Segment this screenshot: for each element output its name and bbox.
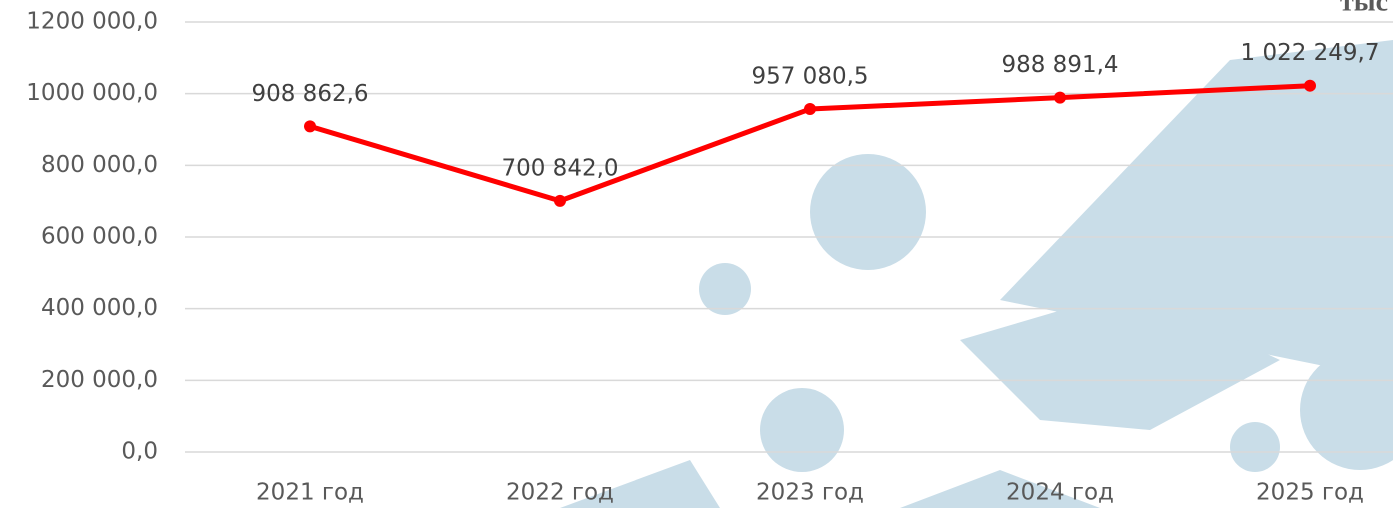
y-tick-label: 400 000,0: [41, 295, 158, 321]
data-point: [1304, 79, 1316, 92]
data-point: [1054, 91, 1066, 104]
x-tick-label: 2024 год: [1006, 480, 1114, 506]
data-point: [804, 103, 816, 116]
y-tick-label: 800 000,0: [41, 152, 158, 178]
y-tick-label: 1200 000,0: [26, 9, 158, 35]
y-tick-label: 0,0: [121, 439, 158, 465]
x-tick-label: 2022 год: [506, 480, 614, 506]
data-label: 700 842,0: [501, 155, 618, 181]
x-tick-label: 2021 год: [256, 480, 364, 506]
y-tick-label: 600 000,0: [41, 224, 158, 250]
data-point: [554, 194, 566, 207]
data-label: 988 891,4: [1001, 52, 1118, 78]
y-tick-label: 200 000,0: [41, 367, 158, 393]
data-label: 1 022 249,7: [1241, 40, 1380, 66]
background-decoration: [560, 40, 1393, 508]
y-tick-label: 1000 000,0: [26, 80, 158, 106]
data-label: 908 862,6: [251, 81, 368, 107]
data-label: 957 080,5: [751, 64, 868, 90]
data-point: [304, 120, 316, 133]
x-tick-label: 2025 год: [1256, 480, 1364, 506]
x-tick-label: 2023 год: [756, 480, 864, 506]
unit-label: тыс: [1340, 0, 1388, 17]
